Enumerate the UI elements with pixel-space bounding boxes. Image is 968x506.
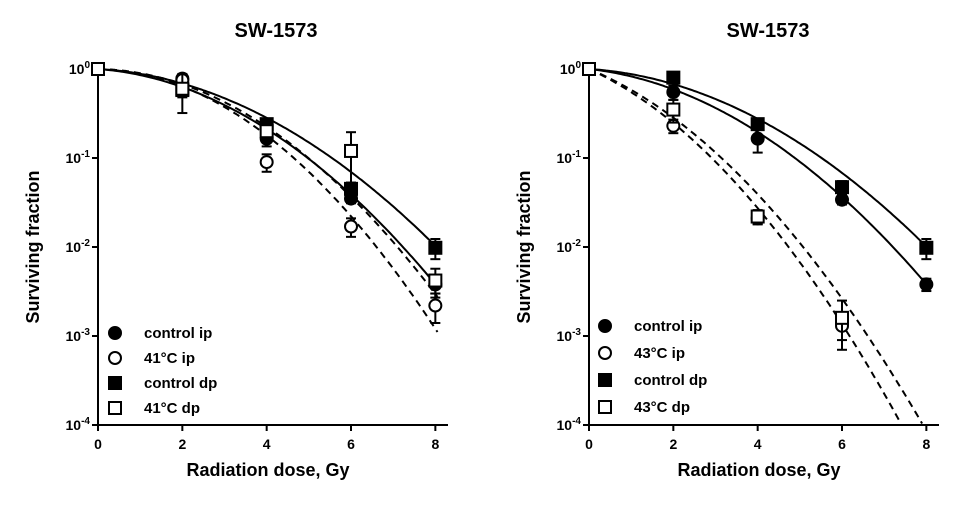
legend-label: control dp [144, 375, 217, 392]
legend-marker [108, 326, 122, 340]
data-point [835, 180, 850, 195]
y-tick-label: 10-2 [557, 238, 582, 255]
data-point [750, 209, 765, 224]
x-tick-label: 8 [922, 436, 930, 452]
data-point [750, 131, 765, 146]
legend-label: 41°C ip [144, 350, 195, 367]
x-tick-label: 4 [263, 436, 271, 452]
data-point [428, 273, 443, 288]
legend-marker [108, 351, 122, 365]
x-axis-label: Radiation dose, Gy [677, 460, 840, 480]
data-point [259, 124, 274, 139]
data-point [91, 62, 105, 76]
y-tick-label: 10-4 [557, 416, 582, 433]
legend-label: control ip [144, 325, 212, 342]
y-tick-label: 100 [560, 60, 582, 77]
legend-label: 41°C dp [144, 400, 200, 417]
data-point [582, 62, 596, 76]
y-axis-label: Surviving fraction [514, 170, 534, 323]
data-point [919, 277, 934, 292]
x-tick-label: 8 [431, 436, 439, 452]
data-point [344, 143, 359, 158]
data-point [835, 192, 850, 207]
data-point [428, 298, 443, 313]
x-tick-label: 0 [585, 436, 593, 452]
x-tick-label: 6 [838, 436, 846, 452]
legend-label: control dp [634, 372, 707, 389]
x-tick-label: 2 [669, 436, 677, 452]
data-point [666, 70, 681, 85]
data-point [750, 117, 765, 132]
fit-curve [588, 68, 902, 425]
legend-marker [598, 346, 612, 360]
legend-label: 43°C ip [634, 345, 685, 362]
data-point [835, 310, 850, 325]
x-tick-label: 0 [94, 436, 102, 452]
legend-label: control ip [634, 318, 702, 335]
legend-label: 43°C dp [634, 399, 690, 416]
y-tick-label: 10-1 [557, 149, 582, 166]
y-tick-label: 10-3 [66, 327, 91, 344]
legend-marker [598, 400, 612, 414]
x-tick-label: 4 [754, 436, 762, 452]
data-point [428, 240, 443, 255]
legend-marker [598, 373, 612, 387]
chart-panel-1: SW-1573 100 10-1 10-2 10-3 10-40 2 4 6 8 Radiation… [23, 20, 448, 480]
y-tick-label: 10-4 [66, 416, 91, 433]
chart-title: SW-1573 [727, 20, 810, 42]
legend-marker [108, 401, 122, 415]
data-point [919, 240, 934, 255]
fit-curve [588, 68, 930, 288]
legend-marker [108, 376, 122, 390]
fit-curve [98, 68, 439, 298]
fit-curve [588, 68, 923, 425]
chart-title: SW-1573 [235, 20, 318, 42]
x-tick-label: 6 [347, 436, 355, 452]
chart-panel-2: SW-1573 100 10-1 10-2 10-3 10-40 2 4 6 8 Radiation… [514, 20, 939, 480]
data-point [666, 102, 681, 117]
x-axis-label: Radiation dose, Gy [186, 460, 349, 480]
y-axis-label: Surviving fraction [23, 170, 43, 323]
y-tick-label: 10-3 [557, 327, 582, 344]
fit-curve [97, 68, 439, 288]
legend-marker [598, 319, 612, 333]
x-tick-label: 2 [178, 436, 186, 452]
y-tick-label: 10-1 [66, 149, 91, 166]
data-point [344, 219, 359, 234]
y-tick-label: 10-2 [66, 238, 91, 255]
data-point [175, 81, 190, 96]
data-point [259, 155, 274, 170]
y-tick-label: 100 [69, 60, 91, 77]
data-point [666, 85, 681, 100]
